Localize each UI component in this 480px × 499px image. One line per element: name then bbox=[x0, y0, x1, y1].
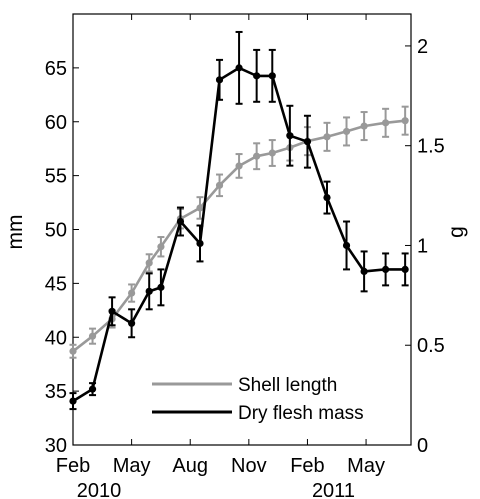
x-tick-label: Nov bbox=[231, 455, 267, 477]
data-point bbox=[360, 122, 368, 130]
data-point bbox=[157, 243, 165, 251]
data-point bbox=[69, 397, 77, 405]
y-right-tick-label: 0.5 bbox=[417, 335, 445, 357]
data-point bbox=[128, 319, 136, 327]
data-point bbox=[268, 149, 276, 157]
y-left-tick-label: 40 bbox=[45, 327, 67, 349]
data-point bbox=[128, 289, 136, 297]
data-point bbox=[323, 133, 331, 141]
y-right-tick-label: 0 bbox=[417, 435, 428, 457]
y-left-tick-label: 55 bbox=[45, 166, 67, 188]
x-tick-label: Feb bbox=[56, 455, 90, 477]
legend: Shell length Dry flesh mass bbox=[152, 375, 364, 424]
data-point bbox=[360, 267, 368, 276]
data-point bbox=[342, 127, 351, 136]
data-point bbox=[215, 76, 224, 84]
x-tick-label: Aug bbox=[172, 455, 208, 477]
data-point bbox=[382, 119, 390, 127]
series-line-dry-flesh-mass bbox=[72, 66, 406, 403]
x-tick-label: May bbox=[347, 455, 385, 477]
data-point bbox=[88, 332, 97, 340]
data-point bbox=[196, 204, 204, 212]
data-point bbox=[268, 72, 276, 80]
data-point bbox=[108, 307, 116, 315]
data-point bbox=[145, 287, 153, 295]
data-point bbox=[145, 259, 153, 267]
y-left-tick-label: 50 bbox=[45, 220, 67, 242]
y-left-tick-label: 65 bbox=[45, 58, 67, 80]
data-point bbox=[286, 132, 294, 140]
data-point bbox=[253, 72, 261, 80]
data-point bbox=[323, 193, 331, 202]
series-shell-length bbox=[69, 105, 409, 359]
legend-label-shell-length: Shell length bbox=[238, 375, 337, 396]
y-left-tick-label: 35 bbox=[45, 381, 67, 403]
data-point bbox=[157, 283, 165, 291]
data-point bbox=[401, 117, 409, 125]
axes: 30 35 40 45 50 55 60 65 0 0.5 1 1.5 2 Feb 2010 May Aug No… bbox=[45, 13, 445, 499]
data-point bbox=[88, 385, 97, 393]
x-tick-year-label: 2010 bbox=[77, 480, 122, 499]
data-point bbox=[69, 347, 77, 355]
x-tick-label: May bbox=[113, 455, 151, 477]
data-point bbox=[235, 64, 243, 72]
data-point bbox=[215, 181, 224, 189]
y-left-tick-label: 45 bbox=[45, 273, 67, 295]
y-right-tick-label: 1.5 bbox=[417, 136, 445, 158]
legend-label-dry-flesh-mass: Dry flesh mass bbox=[238, 403, 364, 424]
data-point bbox=[382, 265, 390, 274]
y-right-axis-title: g bbox=[445, 226, 468, 238]
data-point bbox=[401, 265, 409, 274]
y-right-tick-label: 2 bbox=[417, 36, 428, 58]
data-point bbox=[176, 217, 185, 226]
x-tick-label: Feb bbox=[290, 455, 324, 477]
plot-area bbox=[69, 30, 409, 411]
y-left-tick-label: 60 bbox=[45, 112, 67, 134]
data-point bbox=[303, 138, 312, 146]
data-point bbox=[196, 239, 204, 248]
y-right-tick-label: 1 bbox=[417, 235, 428, 257]
x-tick-year-label: 2011 bbox=[312, 480, 355, 499]
data-point bbox=[342, 241, 351, 250]
data-point bbox=[253, 152, 261, 160]
series-dry-flesh-mass bbox=[69, 30, 409, 411]
y-left-tick-label: 30 bbox=[45, 435, 67, 457]
y-left-axis-title: mm bbox=[4, 215, 27, 250]
data-point bbox=[235, 162, 243, 170]
